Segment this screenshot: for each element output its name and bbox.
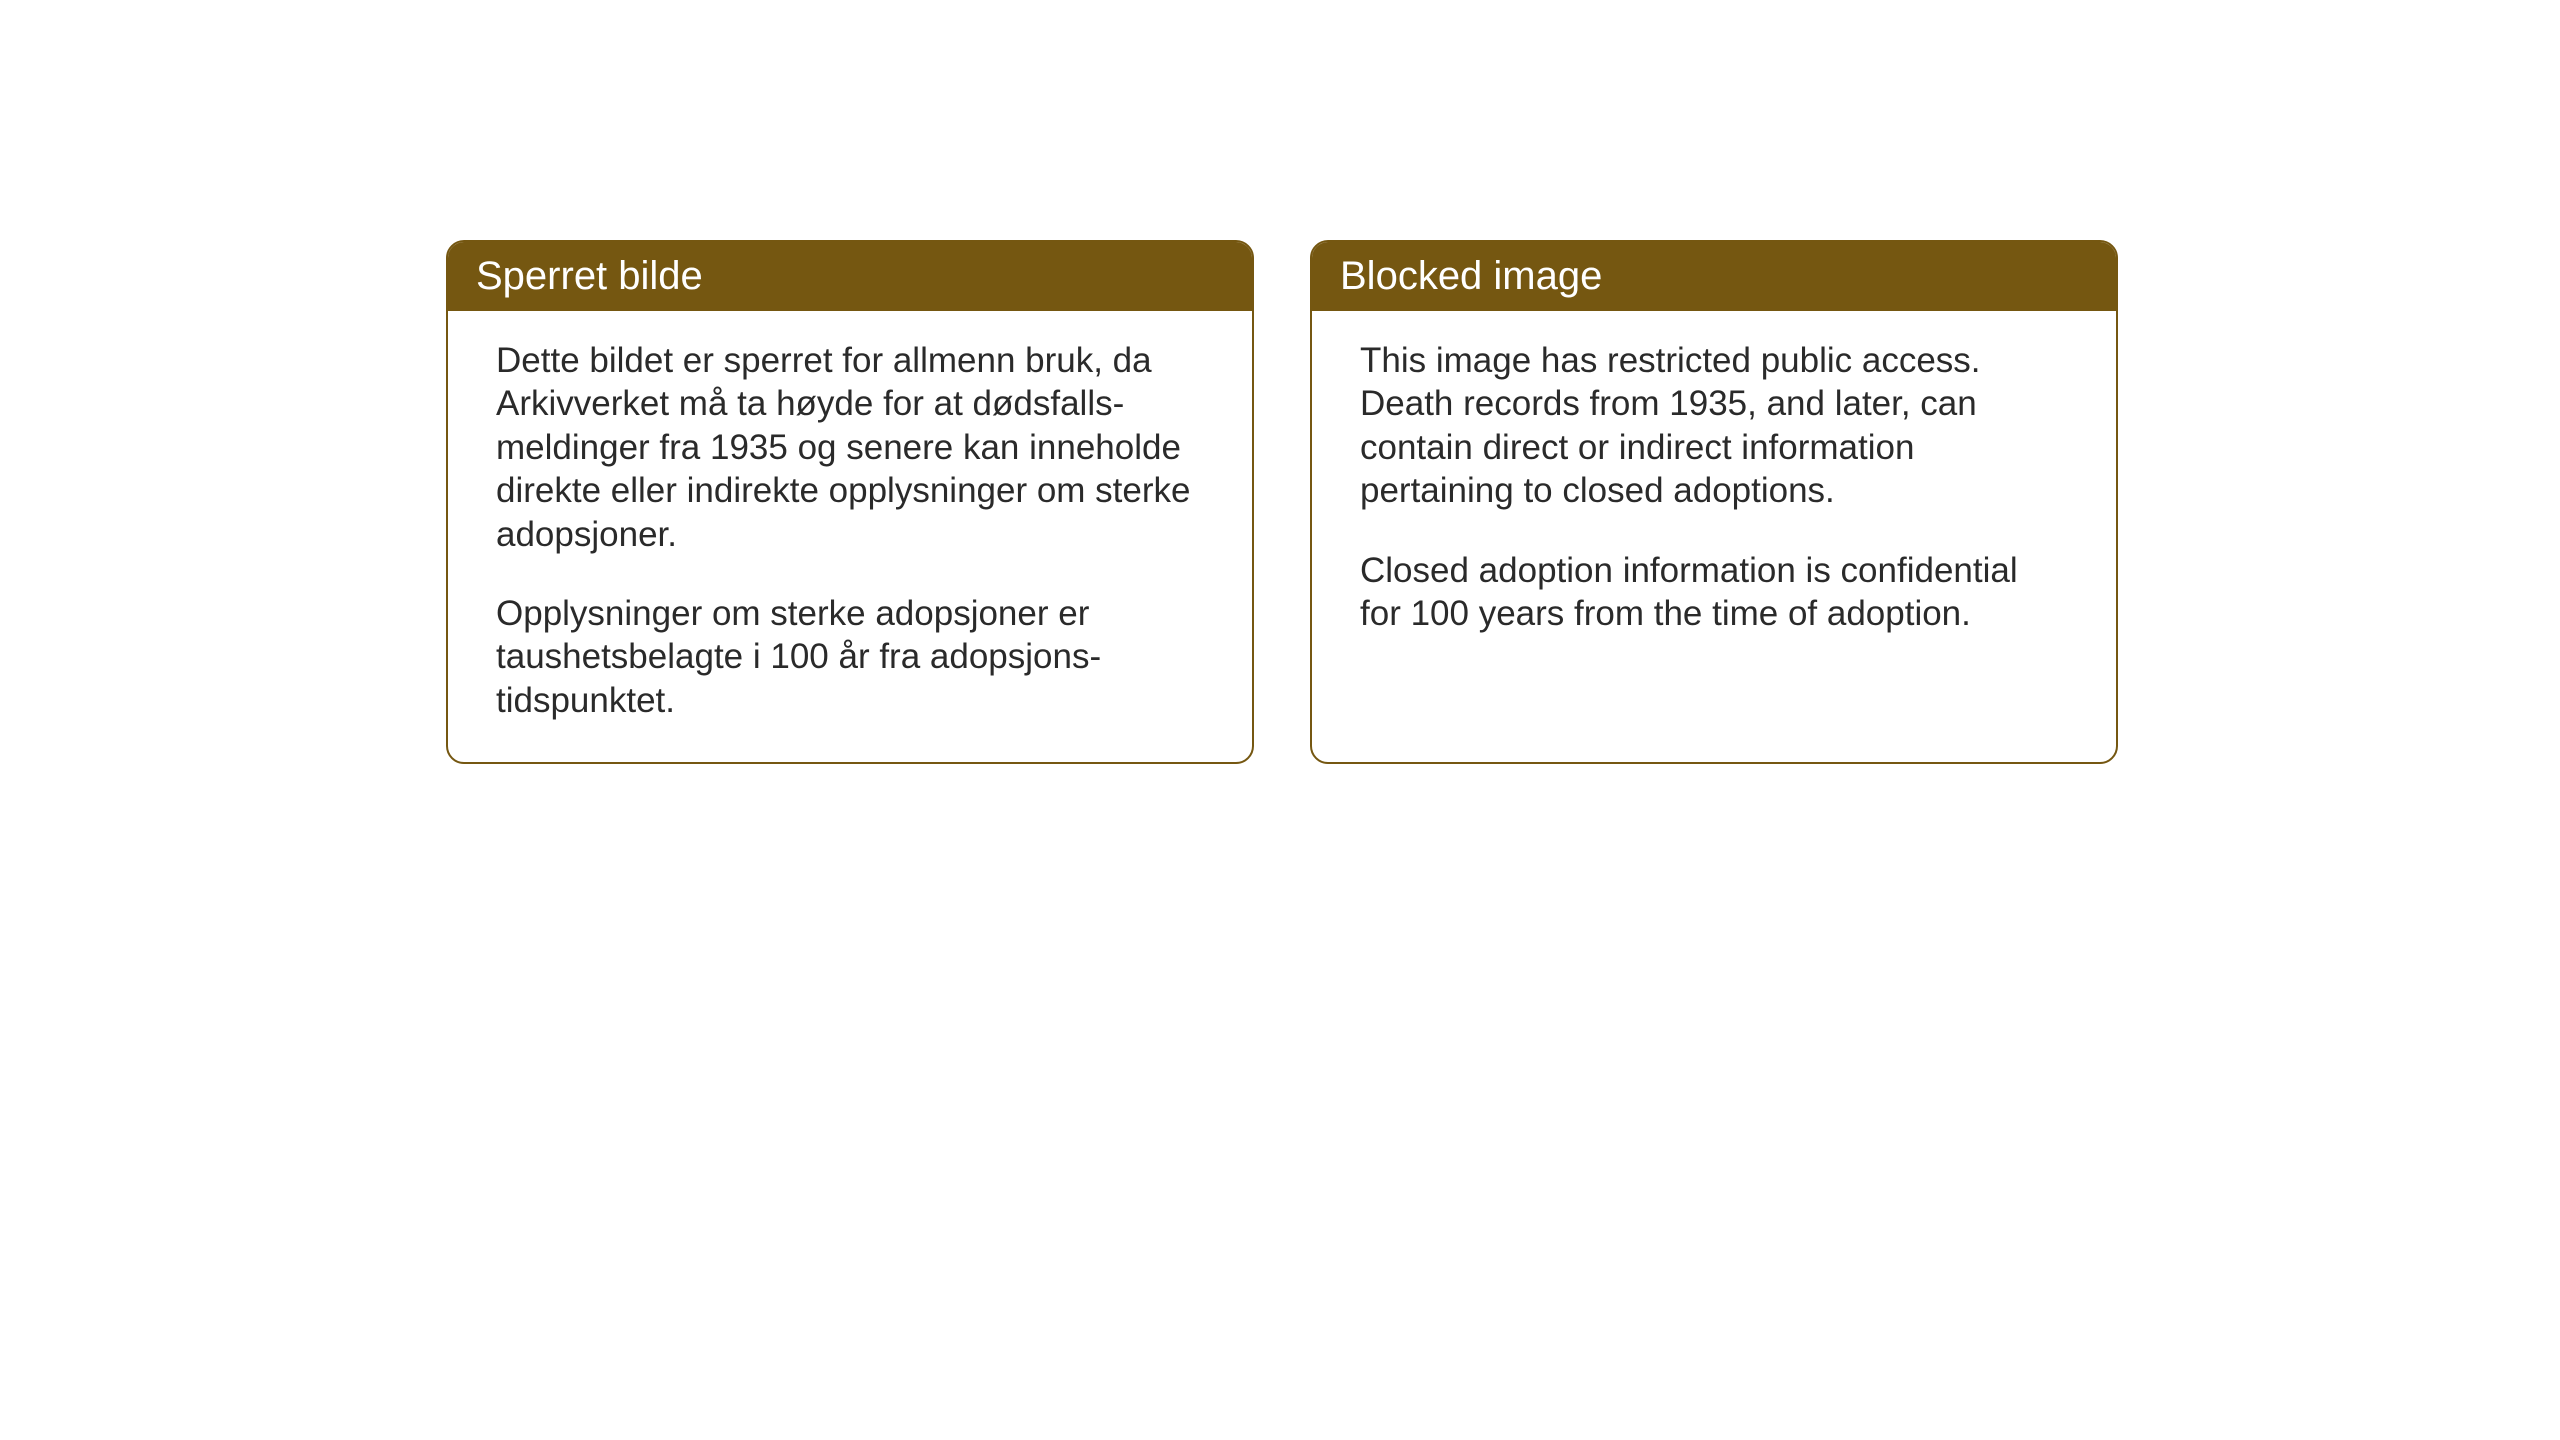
card-body-norwegian: Dette bildet er sperret for allmenn bruk… [448, 311, 1252, 762]
notice-card-container: Sperret bilde Dette bildet er sperret fo… [446, 240, 2118, 764]
notice-card-english: Blocked image This image has restricted … [1310, 240, 2118, 764]
card-paragraph-2-norwegian: Opplysninger om sterke adopsjoner er tau… [496, 592, 1204, 722]
card-paragraph-1-norwegian: Dette bildet er sperret for allmenn bruk… [496, 339, 1204, 556]
card-title-english: Blocked image [1340, 254, 1602, 298]
notice-card-norwegian: Sperret bilde Dette bildet er sperret fo… [446, 240, 1254, 764]
card-paragraph-1-english: This image has restricted public access.… [1360, 339, 2068, 513]
card-header-norwegian: Sperret bilde [448, 242, 1252, 311]
card-paragraph-2-english: Closed adoption information is confident… [1360, 549, 2068, 636]
card-title-norwegian: Sperret bilde [476, 254, 703, 298]
card-header-english: Blocked image [1312, 242, 2116, 311]
card-body-english: This image has restricted public access.… [1312, 311, 2116, 675]
